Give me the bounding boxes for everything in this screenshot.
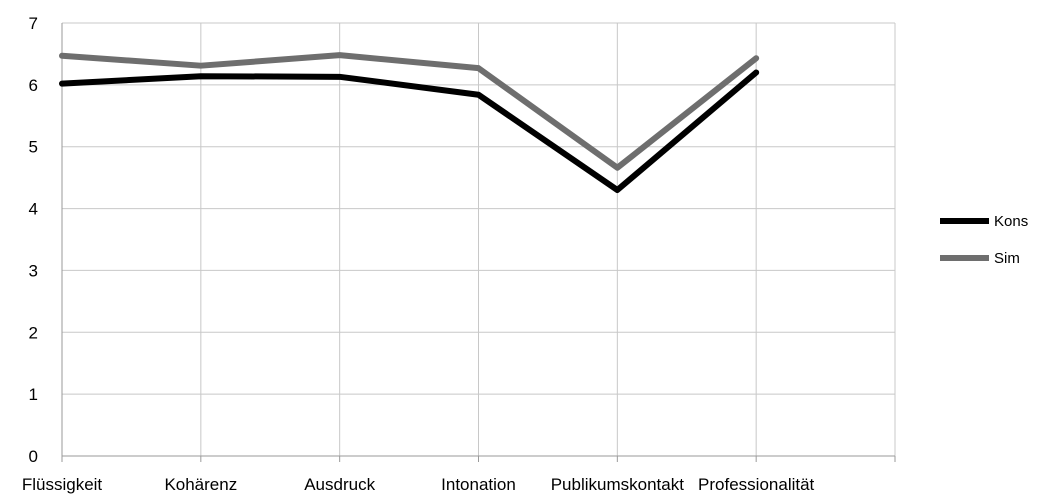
series-line-sim (59, 52, 760, 171)
y-tick-label: 3 (29, 261, 38, 280)
y-tick-label: 4 (29, 200, 38, 219)
x-tick-label: Flüssigkeit (22, 475, 103, 494)
y-tick-label: 2 (29, 323, 38, 342)
y-tick-label: 1 (29, 385, 38, 404)
series-lines (59, 52, 760, 194)
x-tick-labels: Flüssigkeit Kohärenz Ausdruck Intonation Pub… (22, 475, 815, 494)
y-tick-label: 7 (29, 14, 38, 33)
x-tick-label: Publikumskontakt (551, 475, 685, 494)
x-tick-label: Intonation (441, 475, 516, 494)
x-tick-label: Kohärenz (164, 475, 237, 494)
series-line-kons (59, 69, 760, 194)
x-tick-label: Professionalität (698, 475, 815, 494)
y-tick-labels: 0 1 2 3 4 5 6 7 (29, 14, 38, 466)
legend-label-sim: Sim (994, 250, 1020, 267)
legend: Kons Sim (940, 213, 1028, 267)
legend-label-kons: Kons (994, 213, 1028, 230)
axes (61, 23, 896, 462)
y-tick-label: 5 (29, 138, 38, 157)
x-tick-label: Ausdruck (304, 475, 375, 494)
y-tick-label: 6 (29, 76, 38, 95)
y-tick-label: 0 (29, 447, 38, 466)
gridlines (62, 22, 896, 456)
